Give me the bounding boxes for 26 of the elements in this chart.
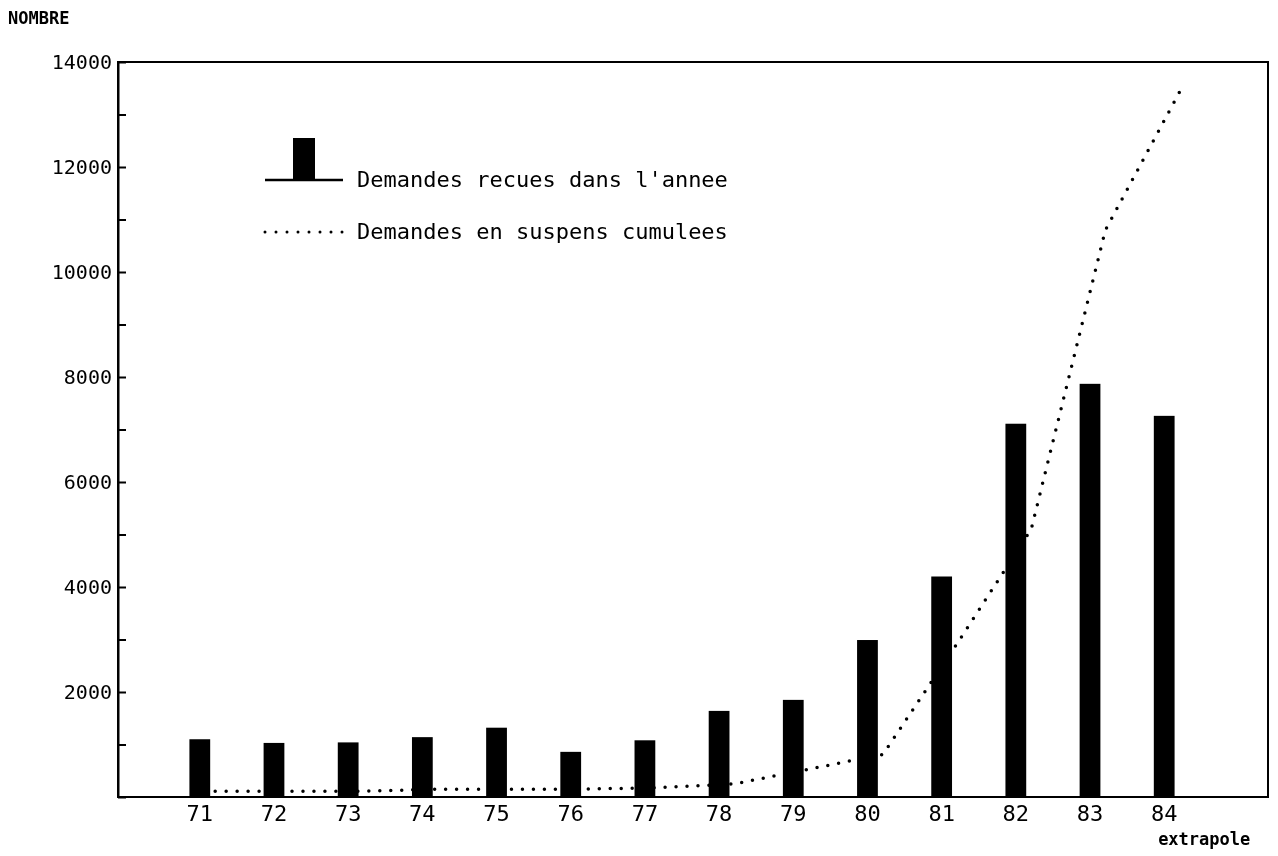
y-tick-label: 6000 [63, 469, 112, 494]
text: extrapole [1158, 829, 1251, 849]
line-series [213, 90, 1182, 793]
x-tick-label: 78 [705, 800, 733, 826]
x-tick-label: 77 [631, 800, 659, 826]
y-tick-label: 14000 [51, 49, 112, 74]
legend-label: Demandes recues dans l'annee [357, 167, 728, 192]
y-axis-title: NOMBRE [8, 8, 70, 28]
x-tick-label: 71 [186, 800, 214, 826]
x-tick-label: 74 [409, 800, 436, 826]
x-tick-label: 81 [928, 800, 955, 826]
x-tick-label: 83 [1076, 800, 1104, 826]
y-tick-label: 12000 [51, 154, 112, 179]
x-tick-label: 79 [780, 800, 807, 826]
legend-label: Demandes en suspens cumulees [357, 219, 728, 244]
y-tick-label: 8000 [63, 364, 112, 389]
x-tick-label: 84 [1150, 800, 1178, 826]
x-tick-label: 75 [483, 800, 510, 826]
y-tick-label: 4000 [63, 574, 112, 599]
y-tick-label: 10000 [51, 259, 112, 284]
x-tick-label: 76 [557, 800, 584, 826]
x-tick-label: 82 [1002, 800, 1030, 826]
x-tick-label: 80 [854, 800, 881, 826]
x-tick-label: 73 [334, 800, 362, 826]
x-tick-label: 72 [260, 800, 288, 826]
y-tick-label: 2000 [63, 679, 112, 704]
